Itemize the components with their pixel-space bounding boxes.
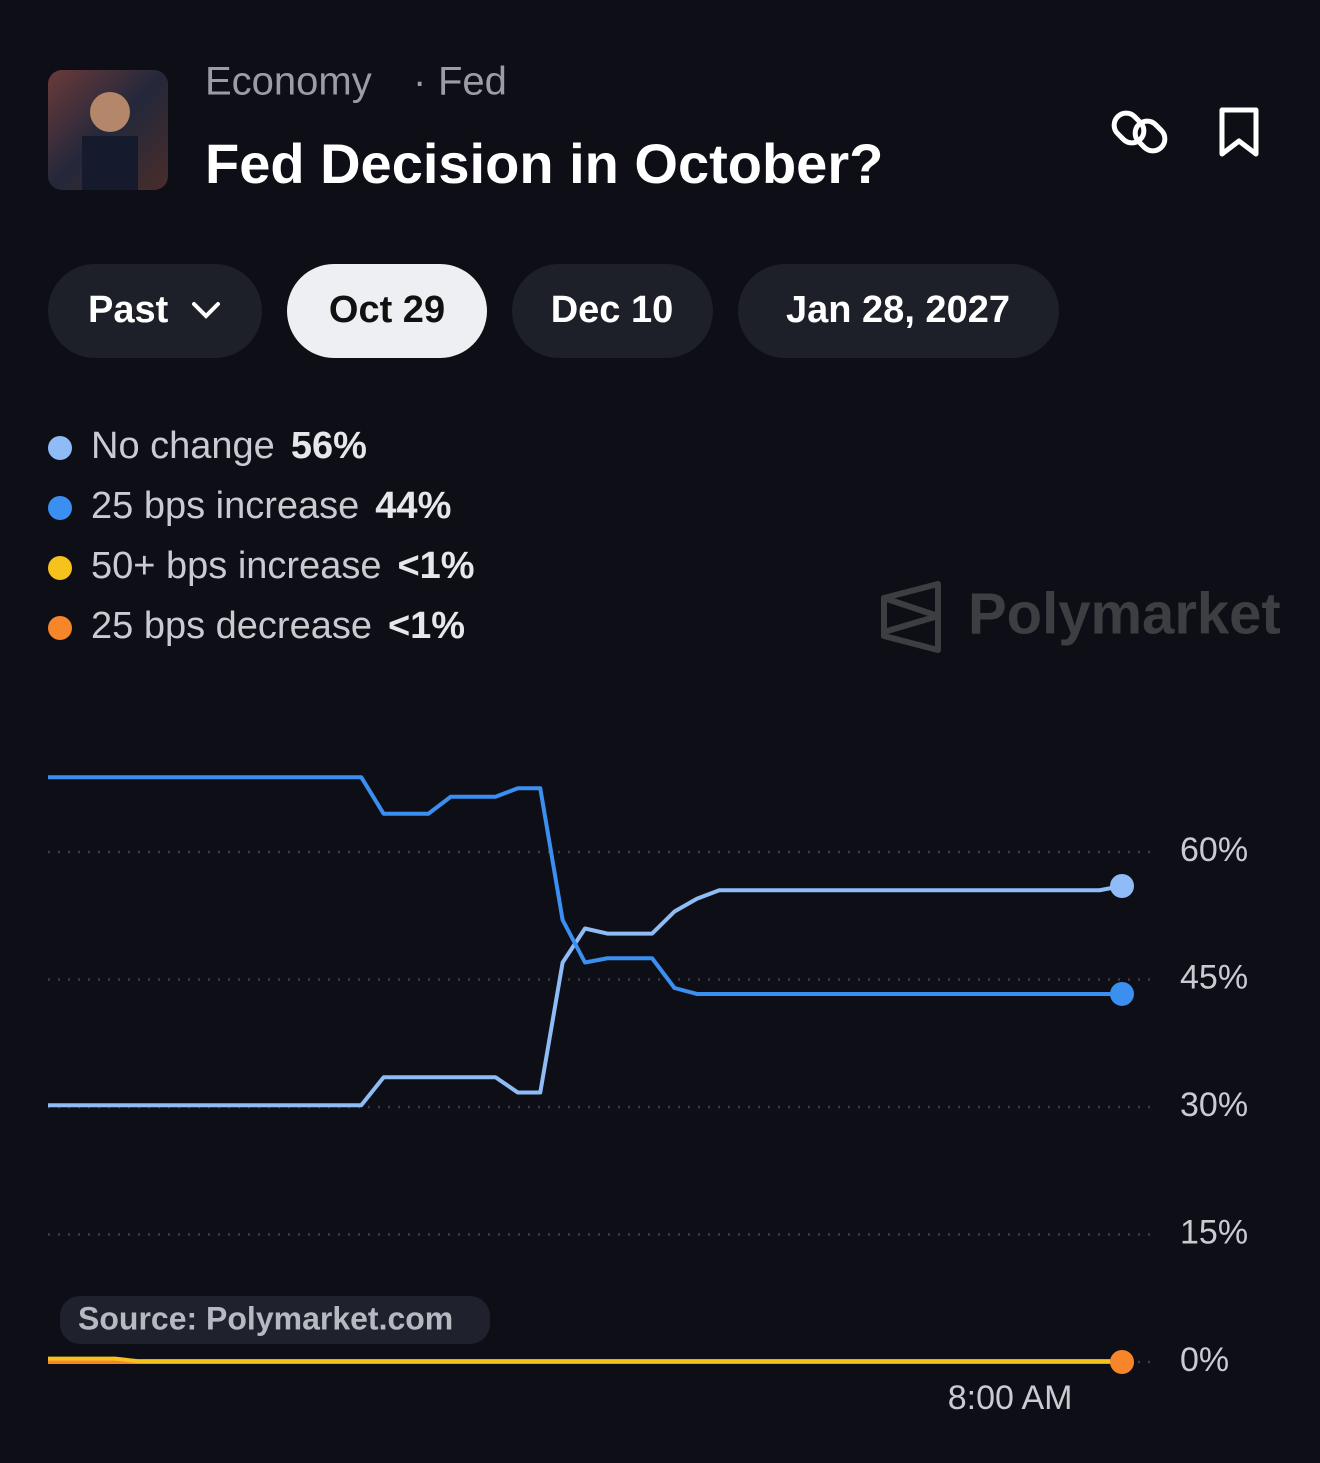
legend-value: <1% <box>388 605 465 647</box>
x-tick-label: 8:00 AM <box>948 1379 1073 1417</box>
legend-value: <1% <box>397 545 474 587</box>
y-tick-label: 45% <box>1180 958 1248 996</box>
legend-dot <box>48 436 72 460</box>
legend-dot <box>48 616 72 640</box>
bookmark-icon[interactable] <box>1219 107 1259 157</box>
watermark: Polymarket <box>881 581 1281 653</box>
title: Fed Decision in October? <box>205 132 883 195</box>
watermark-text: Polymarket <box>968 581 1281 646</box>
y-tick-label: 30% <box>1180 1086 1248 1124</box>
legend-name: No change <box>91 425 275 467</box>
y-tick-label: 15% <box>1180 1213 1248 1251</box>
y-tick-label: 0% <box>1180 1341 1229 1379</box>
legend-name: 50+ bps increase <box>91 545 381 587</box>
end-dot <box>1110 874 1134 898</box>
breadcrumb[interactable]: Economy <box>205 60 372 104</box>
tab-label[interactable]: Jan 28, 2027 <box>786 289 1010 331</box>
tab[interactable] <box>48 264 262 358</box>
legend-label: 50+ bps increase <1% <box>91 545 475 587</box>
breadcrumb-separator: · <box>413 60 426 104</box>
legend-value: 56% <box>291 425 367 467</box>
series-line <box>48 775 1122 996</box>
source: Source: Polymarket.com <box>78 1300 453 1336</box>
legend-dot <box>48 496 72 520</box>
series-line <box>48 884 1123 1108</box>
legend-value: 44% <box>375 485 451 527</box>
series-line <box>48 1356 1122 1364</box>
legend-dot <box>48 556 72 580</box>
breadcrumb[interactable]: Fed <box>438 60 507 104</box>
tab-label[interactable]: Dec 10 <box>551 289 674 331</box>
tab-label[interactable]: Oct 29 <box>329 289 445 331</box>
legend-label: 25 bps increase 44% <box>91 485 451 527</box>
legend-label: 25 bps decrease <1% <box>91 605 465 647</box>
y-tick-label: 60% <box>1180 831 1248 869</box>
end-dot <box>1110 981 1134 1006</box>
link-icon[interactable] <box>1109 108 1170 156</box>
event-image-detail <box>82 136 138 190</box>
tab[interactable] <box>738 264 1059 358</box>
end-dot <box>1110 1350 1134 1374</box>
tab-active[interactable] <box>287 264 487 358</box>
legend-name: 25 bps decrease <box>91 605 372 647</box>
legend-label: No change 56% <box>91 425 367 467</box>
source-badge <box>60 1296 490 1344</box>
legend-name: 25 bps increase <box>91 485 359 527</box>
dropdown-icon <box>192 302 220 319</box>
tab[interactable] <box>512 264 713 358</box>
event-image-detail <box>90 92 130 132</box>
tab-label[interactable]: Past <box>88 289 169 331</box>
